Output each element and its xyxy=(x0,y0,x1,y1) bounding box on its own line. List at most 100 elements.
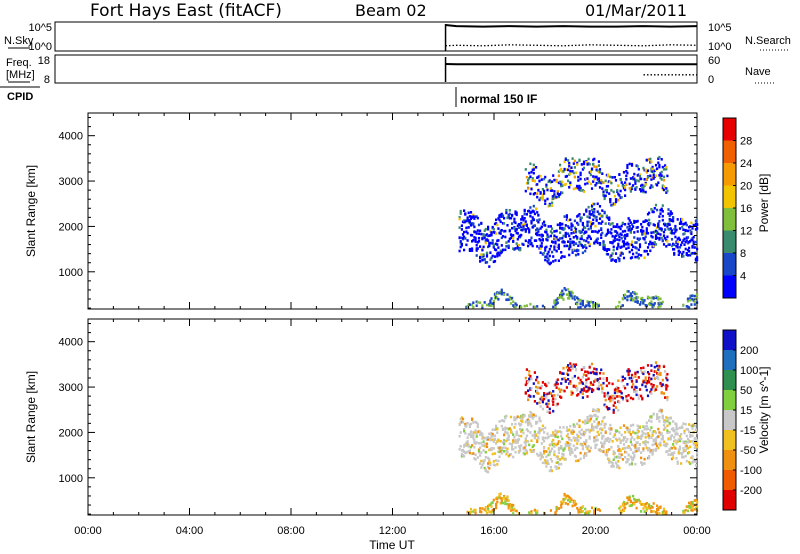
velocity-point xyxy=(538,401,541,405)
power-point xyxy=(517,226,521,229)
velocity-point xyxy=(511,423,514,426)
velocity-point xyxy=(684,508,687,512)
power-point xyxy=(645,171,648,174)
velocity-point xyxy=(569,452,572,455)
velocity-point xyxy=(656,415,659,419)
velocity-point xyxy=(628,495,631,499)
time-tick-label: 00:00 xyxy=(74,525,102,537)
velocity-point xyxy=(629,448,632,451)
velocity-point xyxy=(488,432,491,436)
power-point xyxy=(651,167,654,171)
velocity-point xyxy=(622,438,626,441)
power-point xyxy=(458,236,461,239)
power-point xyxy=(588,216,591,219)
power-point xyxy=(533,179,536,183)
power-point xyxy=(549,244,552,248)
power-point xyxy=(592,213,595,217)
velocity-point xyxy=(565,372,568,376)
velocity-point xyxy=(628,428,631,431)
velocity-point xyxy=(479,462,482,465)
velocity-point xyxy=(588,449,591,453)
velocity-point xyxy=(689,435,692,438)
velocity-point xyxy=(624,436,627,439)
power-point xyxy=(551,250,554,254)
power-point xyxy=(593,178,596,181)
velocity-point xyxy=(527,380,530,384)
power-point xyxy=(628,187,631,190)
power-point xyxy=(680,243,683,247)
velocity-point xyxy=(605,448,608,452)
power-point xyxy=(568,173,571,176)
velocity-point xyxy=(500,447,503,450)
power-point xyxy=(552,195,555,198)
velocity-point xyxy=(528,443,531,447)
velocity-point xyxy=(464,422,467,426)
power-point xyxy=(490,304,493,308)
power-point xyxy=(590,204,594,207)
velocity-point xyxy=(691,434,694,438)
power-point xyxy=(653,169,656,172)
velocity-point xyxy=(498,420,501,423)
velocity-point xyxy=(492,498,495,502)
velocity-point xyxy=(523,441,526,444)
power-point xyxy=(546,238,549,242)
velocity-point xyxy=(561,452,564,456)
power-point xyxy=(586,177,589,180)
power-point xyxy=(618,194,621,197)
velocity-point xyxy=(547,402,550,406)
power-point xyxy=(496,223,499,227)
velocity-point xyxy=(537,435,540,439)
power-point xyxy=(666,225,669,228)
velocity-point xyxy=(645,502,648,505)
velocity-point xyxy=(508,453,511,457)
power-point xyxy=(643,232,646,235)
power-point xyxy=(493,255,497,258)
power-point xyxy=(696,258,699,262)
velocity-point xyxy=(533,371,536,374)
velocity-point xyxy=(538,431,541,435)
power-point xyxy=(503,230,506,233)
velocity-point xyxy=(650,392,653,395)
velocity-point xyxy=(632,451,635,455)
power-point xyxy=(500,236,503,240)
velocity-point xyxy=(524,391,527,394)
velocity-point xyxy=(627,373,630,377)
power-point xyxy=(672,219,675,223)
power-point xyxy=(603,210,606,214)
velocity-point xyxy=(487,438,490,441)
velocity-point xyxy=(593,414,596,417)
power-point xyxy=(586,236,589,240)
velocity-point xyxy=(646,506,650,510)
velocity-point xyxy=(492,460,495,463)
time-tick-label: 16:00 xyxy=(480,525,508,537)
velocity-point xyxy=(593,380,596,383)
power-point xyxy=(466,239,469,242)
velocity-point xyxy=(576,437,579,440)
velocity-point xyxy=(651,443,654,447)
velocity-point xyxy=(568,366,571,370)
power-point xyxy=(661,239,664,243)
power-point xyxy=(535,239,538,242)
velocity-point xyxy=(636,428,639,432)
velocity-point xyxy=(587,512,590,515)
power-point xyxy=(650,301,653,305)
velocity-point xyxy=(628,463,631,466)
power-point xyxy=(459,242,462,245)
velocity-point xyxy=(509,452,513,456)
power-point xyxy=(571,224,574,227)
power-point xyxy=(560,223,563,226)
power-point xyxy=(463,248,466,252)
power-point xyxy=(541,198,544,201)
velocity-point xyxy=(540,453,543,457)
velocity-point xyxy=(588,366,591,369)
velocity-point xyxy=(635,449,638,453)
velocity-point xyxy=(669,435,672,439)
velocity-point xyxy=(596,424,599,428)
velocity-point xyxy=(584,384,587,387)
power-point xyxy=(677,253,680,256)
power-point xyxy=(637,238,640,242)
velocity-point xyxy=(644,436,647,439)
power-point xyxy=(612,240,615,243)
velocity-point xyxy=(628,376,631,380)
power-point xyxy=(654,163,658,167)
